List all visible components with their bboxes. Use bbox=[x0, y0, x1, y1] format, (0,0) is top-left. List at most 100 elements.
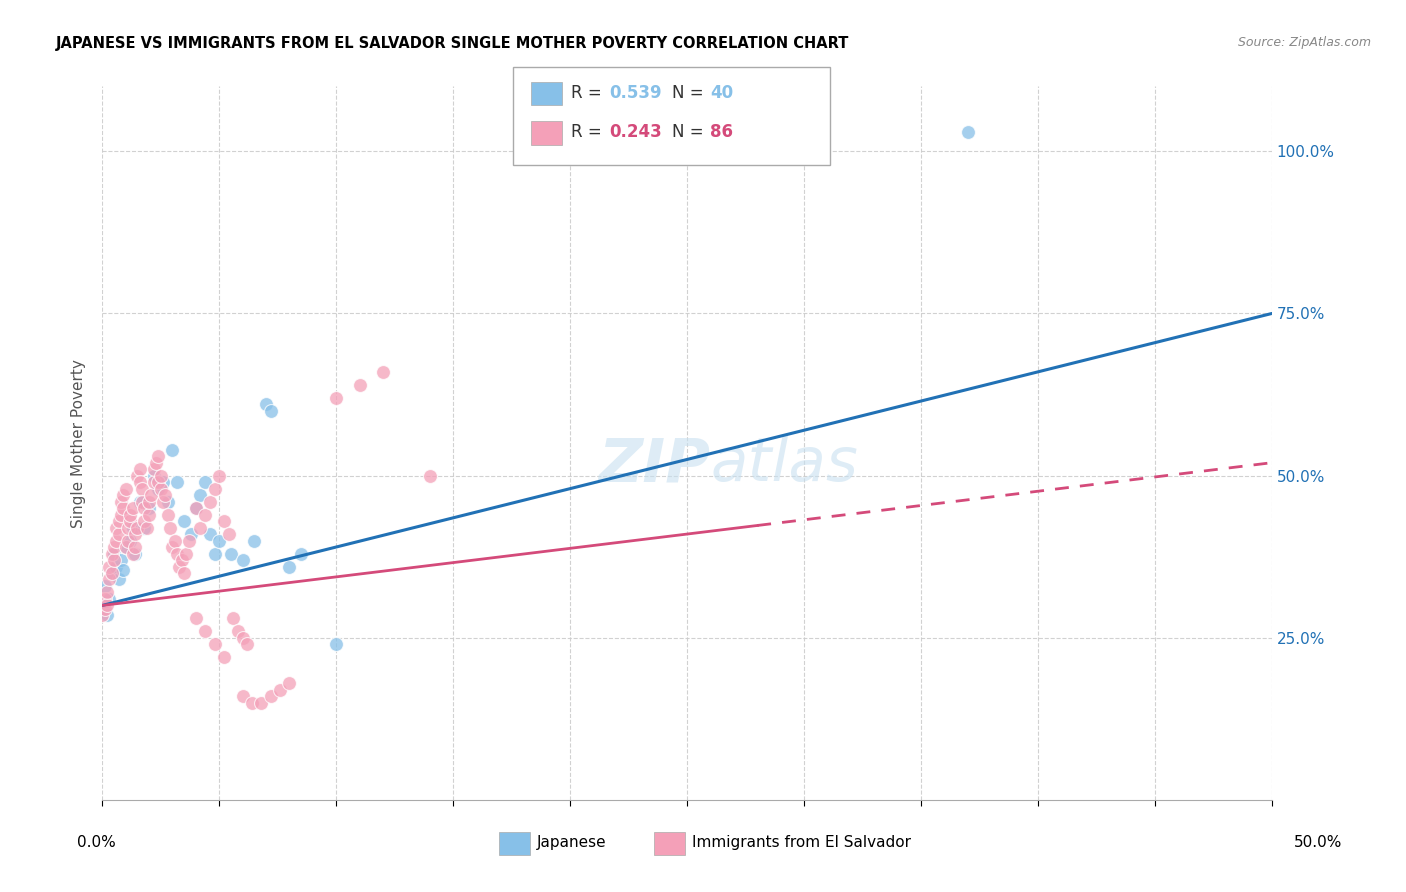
Point bbox=[114, 540, 136, 554]
Point bbox=[166, 475, 188, 490]
Point bbox=[190, 520, 212, 534]
Point bbox=[103, 540, 125, 554]
Point bbox=[141, 488, 163, 502]
Point bbox=[208, 533, 231, 548]
Point bbox=[120, 508, 142, 522]
Point bbox=[177, 533, 200, 548]
Text: N =: N = bbox=[672, 84, 709, 102]
Text: JAPANESE VS IMMIGRANTS FROM EL SALVADOR SINGLE MOTHER POVERTY CORRELATION CHART: JAPANESE VS IMMIGRANTS FROM EL SALVADOR … bbox=[56, 36, 849, 51]
Point bbox=[142, 468, 165, 483]
Point bbox=[232, 690, 254, 704]
Point bbox=[176, 547, 198, 561]
Point bbox=[162, 442, 184, 457]
Point bbox=[212, 514, 235, 528]
Point bbox=[107, 573, 129, 587]
Point bbox=[222, 611, 245, 625]
Text: atlas: atlas bbox=[710, 435, 858, 494]
Point bbox=[134, 520, 156, 534]
Point bbox=[124, 540, 146, 554]
Point bbox=[138, 508, 160, 522]
Point bbox=[232, 553, 254, 567]
Point bbox=[127, 468, 149, 483]
Point bbox=[93, 601, 115, 615]
Point bbox=[240, 696, 263, 710]
Point bbox=[204, 482, 226, 496]
Point bbox=[91, 608, 114, 623]
Point bbox=[124, 547, 146, 561]
Text: 0.243: 0.243 bbox=[609, 123, 662, 141]
Point bbox=[107, 527, 129, 541]
Text: 86: 86 bbox=[710, 123, 733, 141]
Point bbox=[162, 540, 184, 554]
Point bbox=[152, 494, 174, 508]
Point bbox=[212, 650, 235, 665]
Point bbox=[93, 579, 115, 593]
Point bbox=[194, 475, 217, 490]
Point bbox=[204, 547, 226, 561]
Point bbox=[184, 501, 207, 516]
Point bbox=[138, 494, 160, 508]
Point bbox=[226, 624, 249, 639]
Point bbox=[232, 631, 254, 645]
Point bbox=[419, 468, 441, 483]
Text: 0.539: 0.539 bbox=[609, 84, 661, 102]
Point bbox=[121, 547, 143, 561]
Point bbox=[163, 533, 186, 548]
Point bbox=[103, 553, 125, 567]
Point bbox=[198, 527, 221, 541]
Point bbox=[134, 501, 156, 516]
Point bbox=[173, 514, 195, 528]
Point bbox=[142, 475, 165, 490]
Point bbox=[91, 599, 114, 613]
Point bbox=[105, 559, 128, 574]
Text: R =: R = bbox=[571, 123, 607, 141]
Point bbox=[120, 533, 142, 548]
Point bbox=[170, 553, 193, 567]
Point bbox=[138, 501, 160, 516]
Point bbox=[98, 591, 121, 606]
Point bbox=[325, 637, 347, 651]
Point bbox=[112, 488, 135, 502]
Point bbox=[120, 514, 142, 528]
Point bbox=[134, 514, 156, 528]
Point bbox=[155, 488, 177, 502]
Point bbox=[100, 566, 122, 580]
Point bbox=[371, 365, 394, 379]
Text: 40: 40 bbox=[710, 84, 733, 102]
Point bbox=[93, 591, 115, 606]
Point bbox=[148, 482, 170, 496]
Point bbox=[114, 482, 136, 496]
Point bbox=[159, 520, 181, 534]
Point bbox=[96, 599, 118, 613]
Point bbox=[105, 520, 128, 534]
Point bbox=[98, 573, 121, 587]
Point bbox=[131, 494, 153, 508]
Point bbox=[96, 608, 118, 623]
Point bbox=[135, 520, 157, 534]
Text: 0.0%: 0.0% bbox=[77, 836, 117, 850]
Point bbox=[128, 475, 150, 490]
Point bbox=[127, 520, 149, 534]
Text: Japanese: Japanese bbox=[537, 836, 607, 850]
Y-axis label: Single Mother Poverty: Single Mother Poverty bbox=[72, 359, 86, 528]
Point bbox=[198, 494, 221, 508]
Point bbox=[250, 696, 273, 710]
Point bbox=[131, 482, 153, 496]
Point bbox=[173, 566, 195, 580]
Point bbox=[194, 624, 217, 639]
Point bbox=[121, 520, 143, 534]
Point bbox=[100, 566, 122, 580]
Point bbox=[325, 391, 347, 405]
Point bbox=[124, 527, 146, 541]
Point bbox=[117, 533, 139, 548]
Point bbox=[956, 125, 979, 139]
Point bbox=[156, 494, 179, 508]
Point bbox=[243, 533, 266, 548]
Point bbox=[290, 547, 312, 561]
Text: 50.0%: 50.0% bbox=[1295, 836, 1343, 850]
Point bbox=[278, 559, 301, 574]
Point bbox=[107, 514, 129, 528]
Point bbox=[100, 547, 122, 561]
Point bbox=[190, 488, 212, 502]
Point bbox=[98, 559, 121, 574]
